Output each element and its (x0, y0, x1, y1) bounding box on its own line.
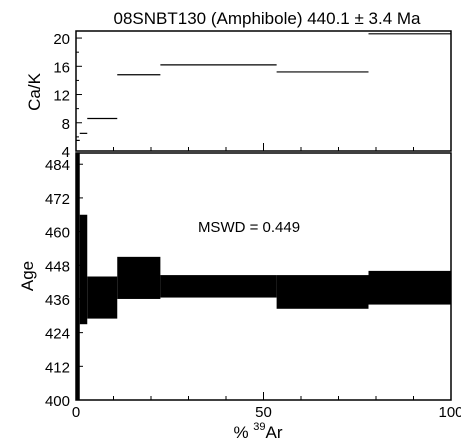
x-axis-label-suffix: Ar (266, 423, 283, 442)
age-step-box (76, 153, 80, 400)
x-tick-label: 0 (72, 404, 80, 421)
age-step-box (276, 275, 369, 309)
age-tick-label: 448 (45, 258, 70, 275)
age-tick-label: 400 (45, 393, 70, 410)
age-tick-label: 472 (45, 191, 70, 208)
age-tick-label: 424 (45, 326, 70, 343)
age-tick-label: 484 (45, 157, 70, 174)
age-step-box (87, 276, 118, 319)
chart-title: 08SNBT130 (Amphibole) 440.1 ± 3.4 Ma (114, 9, 422, 28)
age-step-box (117, 256, 161, 299)
x-axis-label-prefix: % (233, 423, 253, 442)
mswd-annotation: MSWD = 0.449 (198, 219, 300, 236)
cak-tick-label: 20 (53, 31, 70, 48)
cak-tick-label: 16 (53, 59, 70, 76)
x-axis-label-sup: 39 (253, 421, 265, 433)
age-axis-label: Age (18, 261, 37, 291)
age-step-box (368, 270, 451, 305)
age-tick-label: 436 (45, 292, 70, 309)
x-tick-label: 50 (255, 404, 272, 421)
age-tick-label: 412 (45, 359, 70, 376)
cak-tick-label: 12 (53, 88, 70, 105)
age-step-box (160, 275, 277, 298)
top-plot-frame (75, 30, 452, 152)
cak-axis-label: Ca/K (25, 72, 44, 110)
cak-steps (76, 33, 451, 142)
cak-tick-label: 8 (62, 116, 70, 133)
age-spectrum (76, 153, 451, 400)
age-axis: 400 412 424 436 448 460 472 484 0 50 100 (45, 143, 461, 421)
age-step-box (79, 214, 88, 325)
x-axis-label: % 39Ar (233, 421, 282, 442)
x-tick-label: 100 (438, 404, 461, 421)
cak-tick-label: 4 (62, 144, 70, 161)
age-tick-label: 460 (45, 225, 70, 242)
cak-axis: 4 8 12 16 20 (53, 31, 82, 161)
